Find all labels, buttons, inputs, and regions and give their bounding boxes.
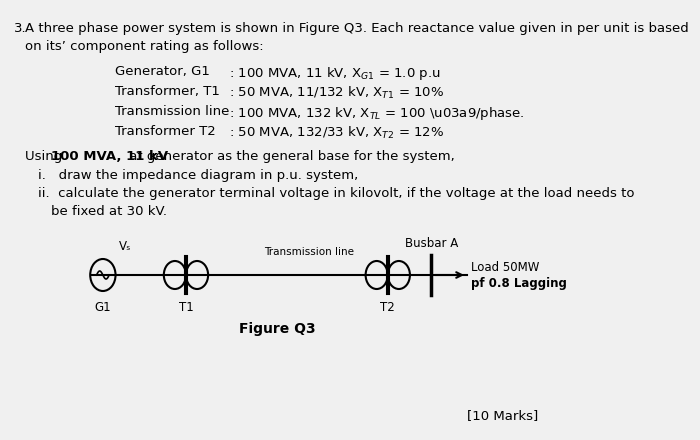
Text: Generator, G1: Generator, G1 <box>115 65 209 78</box>
Text: at generator as the general base for the system,: at generator as the general base for the… <box>125 150 455 163</box>
Text: 100 MVA, 11 kV: 100 MVA, 11 kV <box>51 150 169 163</box>
Text: : 50 MVA, 132/33 kV, X$_{T2}$ = 12%: : 50 MVA, 132/33 kV, X$_{T2}$ = 12% <box>230 125 444 141</box>
Text: i.   draw the impedance diagram in p.u. system,: i. draw the impedance diagram in p.u. sy… <box>38 169 358 182</box>
Text: 3.: 3. <box>14 22 27 35</box>
Text: Vₛ: Vₛ <box>119 240 131 253</box>
Text: on its’ component rating as follows:: on its’ component rating as follows: <box>25 40 264 53</box>
Text: pf 0.8 Lagging: pf 0.8 Lagging <box>471 276 567 290</box>
Text: : 100 MVA, 132 kV, X$_{TL}$ = 100 \u03a9/phase.: : 100 MVA, 132 kV, X$_{TL}$ = 100 \u03a9… <box>230 105 525 122</box>
Text: G1: G1 <box>94 301 111 314</box>
Text: Transformer T2: Transformer T2 <box>115 125 216 138</box>
Text: Transmission line: Transmission line <box>115 105 229 118</box>
Text: [10 Marks]: [10 Marks] <box>467 409 538 422</box>
Text: Using: Using <box>25 150 66 163</box>
Text: Load 50MW: Load 50MW <box>471 260 539 274</box>
Text: A three phase power system is shown in Figure Q3. Each reactance value given in : A three phase power system is shown in F… <box>25 22 689 35</box>
Text: : 100 MVA, 11 kV, X$_{G1}$ = 1.0 p.u: : 100 MVA, 11 kV, X$_{G1}$ = 1.0 p.u <box>230 65 441 82</box>
Text: Transformer, T1: Transformer, T1 <box>115 85 220 98</box>
Text: ii.  calculate the generator terminal voltage in kilovolt, if the voltage at the: ii. calculate the generator terminal vol… <box>38 187 634 200</box>
Text: Figure Q3: Figure Q3 <box>239 322 315 336</box>
Text: be fixed at 30 kV.: be fixed at 30 kV. <box>50 205 167 218</box>
Text: T1: T1 <box>178 301 193 314</box>
Text: Busbar A: Busbar A <box>405 237 458 250</box>
Text: : 50 MVA, 11/132 kV, X$_{T1}$ = 10%: : 50 MVA, 11/132 kV, X$_{T1}$ = 10% <box>230 85 444 101</box>
Text: Transmission line: Transmission line <box>264 247 354 257</box>
Text: T2: T2 <box>380 301 395 314</box>
